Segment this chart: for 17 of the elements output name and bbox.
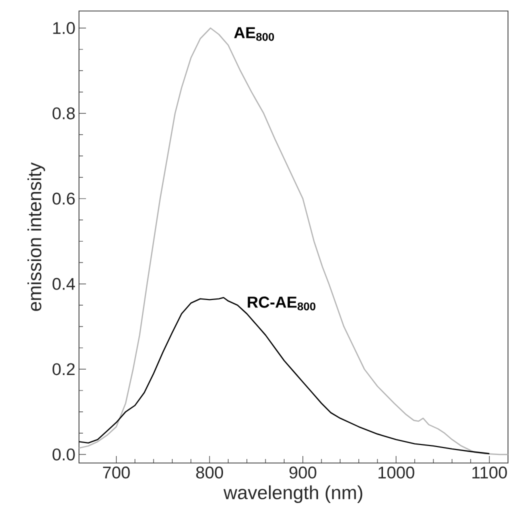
x-axis-title: wavelength (nm) — [224, 485, 362, 503]
series-label: RC-AE$_{800}$ — [248, 296, 316, 310]
x-tick-label: 800 — [196, 466, 224, 479]
y-tick-label: 0.2 — [52, 363, 75, 376]
x-tick-label: 900 — [289, 466, 316, 479]
x-tick-label: 1100 — [472, 466, 507, 479]
y-tick-label: 0.8 — [52, 107, 75, 120]
y-tick-label: 0.0 — [52, 448, 75, 460]
series-label: AE$_{800}$ — [234, 27, 274, 41]
x-tick-label: 1000 — [378, 466, 414, 479]
line-series — [78, 27, 509, 456]
y-tick-label: 0.6 — [52, 192, 75, 205]
line-series — [78, 296, 490, 454]
y-tick-label: 1.0 — [53, 22, 75, 34]
y-tick-label: 0.4 — [52, 278, 75, 290]
x-tick-label: 700 — [103, 466, 130, 479]
y-axis-title: emission intensity — [27, 162, 46, 311]
